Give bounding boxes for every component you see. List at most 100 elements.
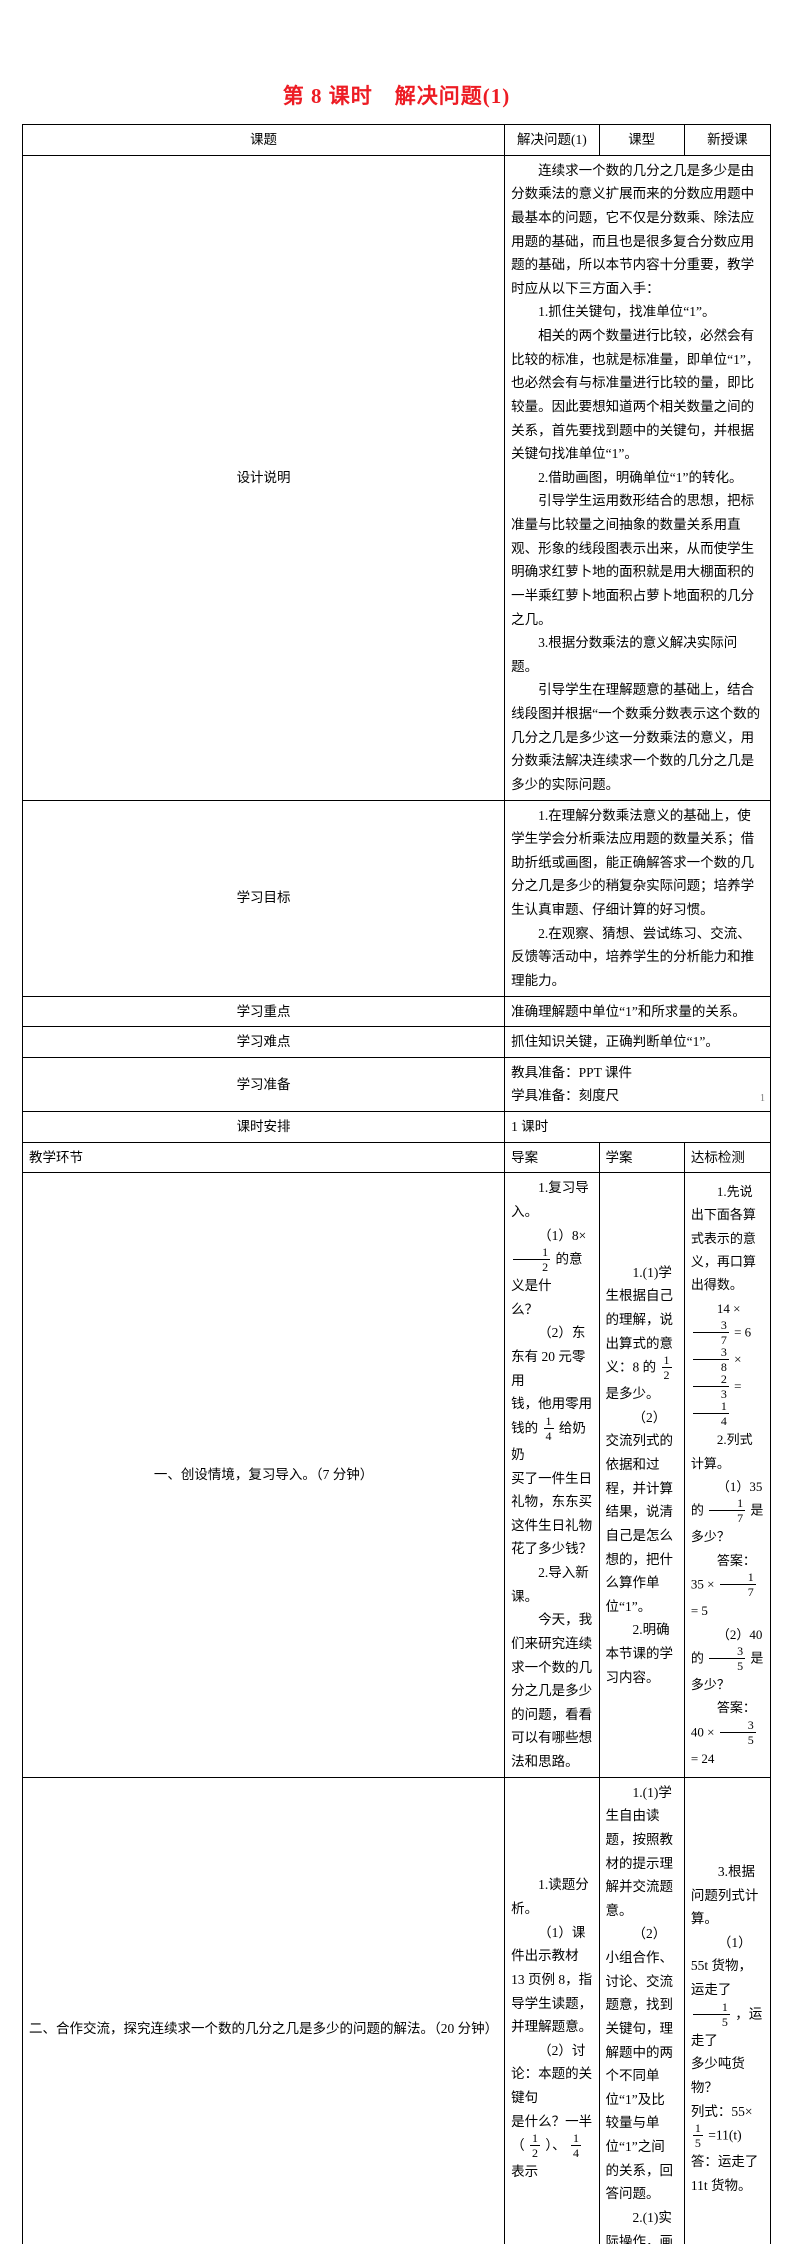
hdr-kexing-label: 课型 [599,125,684,156]
table-row: 课题 解决问题(1) 课型 新授课 [23,125,771,156]
s2d-t4: 是什么？一半（ 12 ）、 14 表示 [511,2110,592,2184]
s2db-q1: （1）55t 货物，运走了 15 ，运走了 [691,1931,764,2053]
table-row: 学习准备 教具准备：PPT 课件 学具准备：刻度尺 [23,1057,771,1111]
goals-label: 学习目标 [23,800,505,996]
hdr-keti-label: 课题 [23,125,505,156]
s1d-t4a: （2）东东有 20 元零用 [511,1325,585,1387]
s1d-t2a: （1）8× [538,1228,586,1243]
s1d-t4line2: 钱，他用零用钱的 14 给奶奶 [511,1392,592,1466]
s2x-s2: （2）小组合作、讨论、交流题意，找到关键句，理解题中的两个不同单位“1”及比较量… [606,1922,678,2206]
s1db-e1: 14 × 37 = 6 38 × 23 = 14 [691,1297,764,1428]
hdr-kexing-value: 新授课 [684,125,770,156]
frac-2-3-icon: 23 [693,1373,729,1400]
segment2-row: 二、合作交流，探究连续求一个数的几分之几是多少的问题的解法。（20 分钟） 1.… [23,1777,771,2244]
s1db-a1: 答案：35 × 17 = 5 [691,1549,764,1623]
frac-1-7-icon: 17 [720,1571,756,1598]
s1d-t1: 1.复习导入。 [511,1176,592,1223]
seg-hdr-4: 达标检测 [684,1142,770,1173]
table-row: 学习重点 准确理解题中单位“1”和所求量的关系。 [23,996,771,1027]
table-row: 设计说明 连续求一个数的几分之几是多少是由分数乘法的意义扩展而来的分数应用题中最… [23,155,771,800]
s2db-a1: 列式：55× 15 =11(t) [691,2100,764,2151]
design-content: 连续求一个数的几分之几是多少是由分数乘法的意义扩展而来的分数应用题中最基本的问题… [505,155,771,800]
s1x-s2b: 是多少。 [606,1386,660,1401]
page-number: 1 [760,1093,765,1104]
diff-text: 抓住知识关键，正确判断单位“1”。 [505,1027,771,1058]
design-p2: 1.抓住关键句，找准单位“1”。 [511,300,764,324]
s1x-s2: 出算式的意义：8 的 12 是多少。 [606,1332,678,1406]
s1x-s4: 2.明确本节课的学习内容。 [606,1618,678,1689]
s2x-s3: 2.(1)实际操作，画图表示题 [606,2206,678,2244]
s1d-t2: （1）8× 12 的意义是什 [511,1224,592,1298]
s1d-t3: 么？ [511,1298,592,1322]
frac-quarter-icon: 14 [544,1415,554,1442]
s1db-h1: 1.先说出下面各算式表示的意义，再口算出得数。 [691,1180,764,1297]
frac-half-icon: 12 [530,2132,540,2159]
s2x-s1: 1.(1)学生自由读题，按照教材的提示理解并交流题意。 [606,1781,678,1923]
s2d-t1: 1.读题分析。 [511,1873,592,1920]
segment-header-row: 教学环节 导案 学案 达标检测 [23,1142,771,1173]
segment1-row: 一、创设情境，复习导入。（7 分钟） 1.复习导入。 （1）8× 12 的意义是… [23,1173,771,1777]
s1db-h2: 2.列式计算。 [691,1428,764,1475]
frac-half-icon: 12 [662,1354,672,1381]
prep-l1: 教具准备：PPT 课件 [511,1061,764,1085]
frac-3-5-icon: 35 [709,1645,745,1672]
frac-1-4-icon: 14 [693,1400,729,1427]
goals-content: 1.在理解分数乘法意义的基础上，使学生学会分析乘法应用题的数量关系；借助折纸或画… [505,800,771,996]
frac-1-5-icon: 15 [693,2001,730,2028]
s1d-t7: 今天，我们来研究连续求一个数的几分之几是多少的问题，看看可以有哪些想法和思路。 [511,1608,592,1773]
page-title: 第 8 课时 解决问题(1) [22,80,771,110]
s1x-s1: 1.(1)学生根据自己的理解，说 [606,1261,678,1332]
frac-1-4-icon: 14 [571,2132,581,2159]
frac-3-5-icon: 35 [720,1719,756,1746]
segment2-dabiao: 3.根据问题列式计算。 （1）55t 货物，运走了 15 ，运走了 多少吨货物？… [684,1777,770,2244]
s2db-a2: 答：运走了 11t 货物。 [691,2150,764,2197]
segment1-dabiao: 1.先说出下面各算式表示的意义，再口算出得数。 14 × 37 = 6 38 ×… [684,1173,770,1777]
prep-content: 教具准备：PPT 课件 学具准备：刻度尺 [505,1057,771,1111]
design-p5: 引导学生运用数形结合的思想，把标准量与比较量之间抽象的数量关系用直观、形象的线段… [511,489,764,631]
diff-label: 学习难点 [23,1027,505,1058]
period-text: 1 课时 [505,1112,771,1143]
segment2-xuean: 1.(1)学生自由读题，按照教材的提示理解并交流题意。 （2）小组合作、讨论、交… [599,1777,684,2244]
frac-3-7-icon: 37 [693,1319,729,1346]
lesson-plan-page: 第 8 课时 解决问题(1) 课题 解决问题(1) 课型 新授课 设计说明 连续… [0,0,793,1122]
period-label: 课时安排 [23,1112,505,1143]
s1db-q1: （1）35 的 17 是多少？ [691,1475,764,1549]
seg-hdr-2: 导案 [505,1142,599,1173]
design-p3: 相关的两个数量进行比较，必然会有比较的标准，也就是标准量，即单位“1”，也必然会… [511,324,764,466]
segment1-label: 一、创设情境，复习导入。（7 分钟） [23,1173,505,1777]
design-p1: 连续求一个数的几分之几是多少是由分数乘法的意义扩展而来的分数应用题中最基本的问题… [511,159,764,301]
design-p7: 引导学生在理解题意的基础上，结合线段图并根据“一个数乘分数表示这个数的几分之几是… [511,678,764,796]
s1x-s3: （2）交流列式的依据和过程，并计算结果，说清自己是怎么想的，把什么算作单位“1”… [606,1406,678,1619]
prep-l2: 学具准备：刻度尺 [511,1084,764,1108]
design-p6: 3.根据分数乘法的意义解决实际问题。 [511,631,764,678]
segment1-daoan: 1.复习导入。 （1）8× 12 的意义是什 么？ （2）东东有 20 元零用 … [505,1173,599,1777]
s2d-t2: （1）课件出示教材 13 页例 8，指导学生读题，并理解题意。 [511,1921,592,2039]
frac-3-8-icon: 38 [693,1346,729,1373]
seg-hdr-1: 教学环节 [23,1142,505,1173]
s1d-t4: （2）东东有 20 元零用 [511,1321,592,1392]
segment1-xuean: 1.(1)学生根据自己的理解，说 出算式的意义：8 的 12 是多少。 （2）交… [599,1173,684,1777]
focus-label: 学习重点 [23,996,505,1027]
prep-label: 学习准备 [23,1057,505,1111]
table-row: 学习目标 1.在理解分数乘法意义的基础上，使学生学会分析乘法应用题的数量关系；借… [23,800,771,996]
frac-1-5-icon: 15 [693,2122,703,2149]
frac-half-icon: 12 [513,1246,550,1273]
focus-text: 准确理解题中单位“1”和所求量的关系。 [505,996,771,1027]
s1d-t5: 买了一件生日礼物，东东买这件生日礼物花了多少钱？ [511,1467,592,1562]
goals-p1: 1.在理解分数乘法意义的基础上，使学生学会分析乘法应用题的数量关系；借助折纸或画… [511,804,764,922]
segment2-daoan: 1.读题分析。 （1）课件出示教材 13 页例 8，指导学生读题，并理解题意。 … [505,1777,599,2244]
s2db-q2: 多少吨货物？ [691,2052,764,2099]
table-row: 学习难点 抓住知识关键，正确判断单位“1”。 [23,1027,771,1058]
s1db-a2: 答案：40 × 35 = 24 [691,1696,764,1770]
table-row: 课时安排 1 课时 [23,1112,771,1143]
design-p4: 2.借助画图，明确单位“1”的转化。 [511,466,764,490]
segment2-label: 二、合作交流，探究连续求一个数的几分之几是多少的问题的解法。（20 分钟） [23,1777,505,2244]
design-label: 设计说明 [23,155,505,800]
seg-hdr-3: 学案 [599,1142,684,1173]
s2d-t3: （2）讨论：本题的关键句 [511,2039,592,2110]
frac-1-7-icon: 17 [709,1497,745,1524]
goals-p2: 2.在观察、猜想、尝试练习、交流、反馈等活动中，培养学生的分析能力和推理能力。 [511,922,764,993]
lesson-plan-table: 课题 解决问题(1) 课型 新授课 设计说明 连续求一个数的几分之几是多少是由分… [22,124,771,2244]
s1d-t6: 2.导入新课。 [511,1561,592,1608]
s2db-h1: 3.根据问题列式计算。 [691,1860,764,1931]
